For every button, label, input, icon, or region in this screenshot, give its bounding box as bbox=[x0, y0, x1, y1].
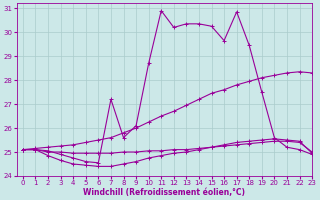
X-axis label: Windchill (Refroidissement éolien,°C): Windchill (Refroidissement éolien,°C) bbox=[84, 188, 245, 197]
